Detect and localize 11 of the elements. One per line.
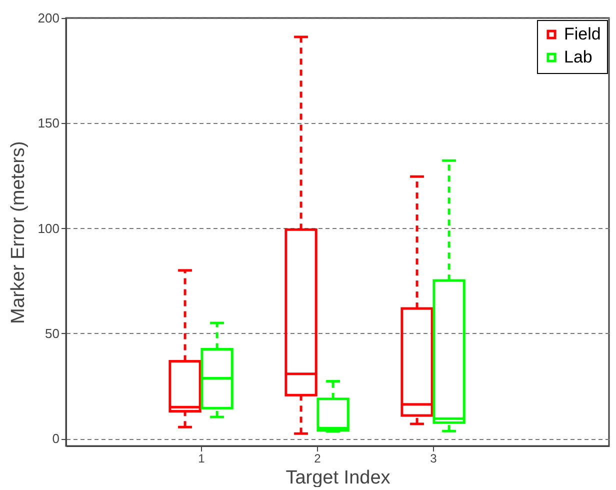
y-tick-label: 0 [52,431,60,446]
legend-label: Field [564,24,601,44]
y-tick-label: 100 [38,220,60,236]
y-tick-label: 150 [38,116,60,131]
y-tick-label: 50 [45,326,60,341]
x-tick-label: 1 [198,452,206,466]
x-tick-label: 2 [314,452,322,466]
legend-label: Lab [564,48,592,66]
y-axis-title: Marker Error (meters) [8,141,29,324]
x-tick-label: 3 [430,452,438,466]
y-tick-label: 200 [38,10,60,26]
